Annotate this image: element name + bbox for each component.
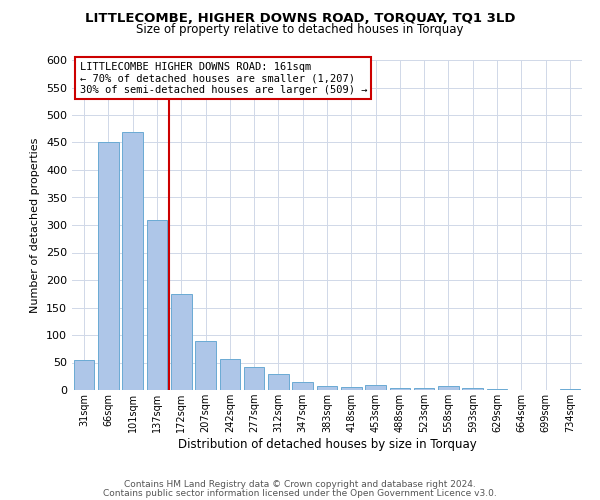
Bar bbox=[74, 360, 94, 390]
Bar bbox=[195, 340, 216, 390]
Bar bbox=[341, 387, 362, 390]
Bar bbox=[414, 388, 434, 390]
Text: LITTLECOMBE, HIGHER DOWNS ROAD, TORQUAY, TQ1 3LD: LITTLECOMBE, HIGHER DOWNS ROAD, TORQUAY,… bbox=[85, 12, 515, 26]
Text: Size of property relative to detached houses in Torquay: Size of property relative to detached ho… bbox=[136, 22, 464, 36]
Bar bbox=[122, 132, 143, 390]
Bar bbox=[171, 294, 191, 390]
Bar bbox=[560, 389, 580, 390]
Bar bbox=[389, 388, 410, 390]
Text: Contains HM Land Registry data © Crown copyright and database right 2024.: Contains HM Land Registry data © Crown c… bbox=[124, 480, 476, 489]
Bar bbox=[98, 142, 119, 390]
Y-axis label: Number of detached properties: Number of detached properties bbox=[31, 138, 40, 312]
Bar bbox=[463, 388, 483, 390]
Text: LITTLECOMBE HIGHER DOWNS ROAD: 161sqm
← 70% of detached houses are smaller (1,20: LITTLECOMBE HIGHER DOWNS ROAD: 161sqm ← … bbox=[80, 62, 367, 95]
Bar bbox=[317, 386, 337, 390]
X-axis label: Distribution of detached houses by size in Torquay: Distribution of detached houses by size … bbox=[178, 438, 476, 451]
Bar bbox=[438, 386, 459, 390]
Bar bbox=[268, 374, 289, 390]
Bar bbox=[365, 384, 386, 390]
Text: Contains public sector information licensed under the Open Government Licence v3: Contains public sector information licen… bbox=[103, 488, 497, 498]
Bar bbox=[146, 220, 167, 390]
Bar bbox=[292, 382, 313, 390]
Bar bbox=[244, 367, 265, 390]
Bar bbox=[220, 358, 240, 390]
